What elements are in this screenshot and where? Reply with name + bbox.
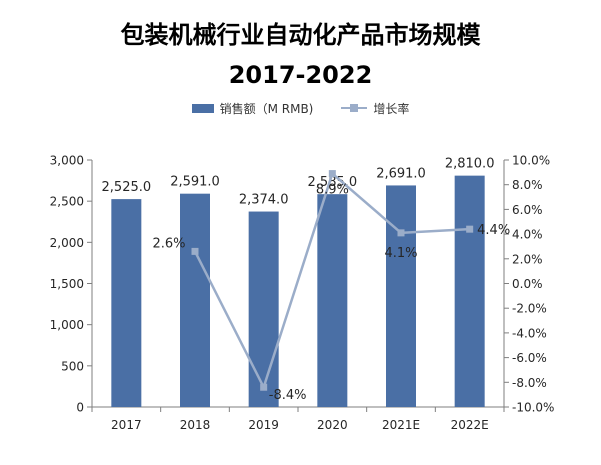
y-right-tick-label: 6.0% bbox=[512, 203, 543, 217]
y-right-tick-label: 10.0% bbox=[512, 154, 550, 168]
x-tick-label: 2020 bbox=[317, 418, 348, 432]
bar bbox=[111, 199, 142, 407]
y-left-tick-label: 1,500 bbox=[50, 277, 84, 291]
growth-marker bbox=[191, 247, 199, 255]
legend-label-sales: 销售额（M RMB) bbox=[219, 101, 314, 116]
y-right-tick-label: 8.0% bbox=[512, 178, 543, 192]
y-right-tick-label: -10.0% bbox=[512, 401, 554, 415]
chart-title-line1: 包装机械行业自动化产品市场规模 bbox=[120, 21, 481, 49]
legend-item-sales: 销售额（M RMB) bbox=[191, 100, 314, 117]
y-right-tick-label: -6.0% bbox=[512, 351, 547, 365]
legend-label-growth: 增长率 bbox=[373, 101, 410, 116]
y-right-tick-label: -2.0% bbox=[512, 302, 547, 316]
chart-title-line2: 2017-2022 bbox=[228, 61, 373, 89]
legend-item-growth: 增长率 bbox=[341, 100, 409, 117]
bar-data-label: 2,525.0 bbox=[102, 180, 152, 195]
y-right-tick-label: 4.0% bbox=[512, 228, 543, 242]
x-tick-label: 2018 bbox=[180, 418, 211, 432]
growth-marker bbox=[260, 383, 268, 391]
bar-data-label: 2,591.0 bbox=[170, 175, 220, 190]
y-left-tick-label: 2,000 bbox=[50, 236, 84, 250]
x-tick-label: 2021E bbox=[382, 418, 420, 432]
y-right-tick-label: 2.0% bbox=[512, 252, 543, 266]
y-left-tick-label: 2,500 bbox=[50, 195, 84, 209]
legend-swatch-bar bbox=[191, 103, 214, 113]
bar-data-label: 2,691.0 bbox=[376, 166, 426, 181]
growth-data-label: 4.4% bbox=[477, 223, 510, 238]
bar-data-label: 2,585.0 bbox=[308, 175, 358, 190]
bar-data-label: 2,374.0 bbox=[239, 193, 289, 208]
growth-data-label: 8.9% bbox=[316, 183, 349, 198]
x-tick-label: 2022E bbox=[451, 418, 489, 432]
bar bbox=[248, 211, 279, 407]
growth-marker bbox=[328, 170, 336, 178]
chart-legend: 销售额（M RMB) 增长率 bbox=[0, 99, 601, 117]
y-left-tick-label: 500 bbox=[61, 359, 84, 373]
bar bbox=[386, 185, 416, 407]
growth-marker bbox=[466, 225, 474, 233]
growth-data-label: 4.1% bbox=[384, 246, 417, 261]
y-left-tick-label: 1,000 bbox=[50, 318, 84, 332]
y-left-tick-label: 3,000 bbox=[50, 154, 84, 168]
growth-marker bbox=[397, 229, 405, 237]
bar bbox=[454, 175, 485, 407]
growth-data-label: 2.6% bbox=[152, 236, 185, 251]
bar bbox=[317, 194, 348, 407]
y-left-tick-label: 0 bbox=[76, 401, 84, 415]
y-right-tick-label: -4.0% bbox=[512, 326, 547, 340]
x-tick-label: 2019 bbox=[248, 418, 279, 432]
x-tick-label: 2017 bbox=[111, 418, 142, 432]
bar-data-label: 2,810.0 bbox=[445, 157, 495, 172]
y-right-tick-label: -8.0% bbox=[512, 376, 547, 390]
legend-swatch-line bbox=[341, 103, 368, 113]
y-right-tick-label: 0.0% bbox=[512, 277, 543, 291]
bar bbox=[180, 193, 210, 407]
growth-data-label: -8.4% bbox=[269, 388, 307, 403]
